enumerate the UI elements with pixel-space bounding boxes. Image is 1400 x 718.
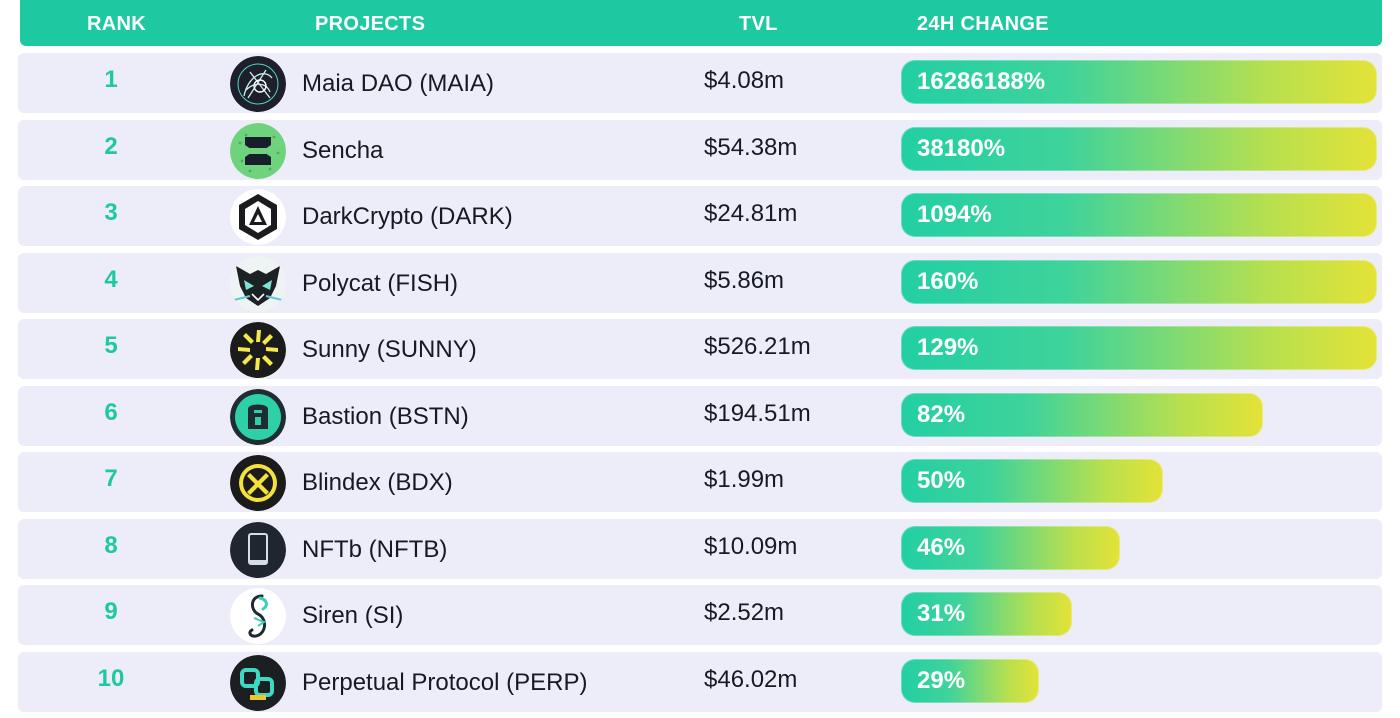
sencha-logo-icon [230,123,286,179]
blindex-logo-icon [230,455,286,511]
polycat-logo-icon [230,256,286,312]
change-label: 50% [917,467,966,494]
change-bar: 129% [901,326,1377,370]
change-bar: 46% [901,526,1120,570]
project-name: Polycat (FISH) [302,270,459,297]
change-bar: 31% [901,592,1072,636]
project-name: Perpetual Protocol (PERP) [302,669,588,696]
rank-label: 7 [104,465,118,492]
header-rank: RANK [87,13,146,35]
change-bar: 50% [901,459,1163,503]
header-tvl: TVL [739,13,778,35]
perp-logo-icon [230,655,286,711]
change-bar: 38180% [901,127,1377,171]
tvl-value: $4.08m [704,67,785,94]
change-label: 46% [917,534,966,561]
table-row: 6 Bastion (BSTN) $194.51m 82% [18,386,1382,446]
maia-logo-icon [230,56,286,112]
siren-logo-icon [230,588,286,644]
table-row: 9 Siren (SI) $2.52m 31% [18,585,1382,645]
bastion-logo-icon [230,389,286,445]
rank-label: 5 [104,332,118,359]
change-label: 16286188% [917,68,1046,95]
change-bar: 29% [901,659,1039,703]
change-label: 1094% [917,201,992,228]
rank-label: 9 [104,598,118,625]
tvl-value: $2.52m [704,599,785,626]
darkcrypto-logo-icon [230,189,286,245]
change-bar: 160% [901,260,1377,304]
change-label: 160% [917,268,979,295]
change-label: 38180% [917,135,1006,162]
tvl-value: $10.09m [704,533,798,560]
rank-label: 1 [104,66,118,93]
rank-label: 2 [104,133,118,160]
table-row: 1 Maia DAO (MAIA) $4.08m 16286188% [18,53,1382,113]
rank-label: 10 [97,665,125,692]
rank-label: 4 [104,266,118,293]
project-name: Siren (SI) [302,602,404,629]
rank-label: 3 [104,199,118,226]
project-name: Blindex (BDX) [302,469,453,496]
project-name: Sencha [302,137,384,164]
change-label: 31% [917,600,966,627]
tvl-value: $24.81m [704,200,798,227]
tvl-value: $526.21m [704,333,811,360]
table-header: RANK PROJECTS TVL 24H CHANGE [20,0,1382,46]
change-bar: 1094% [901,193,1377,237]
nftb-logo-icon [230,522,286,578]
tvl-value: $194.51m [704,400,811,427]
change-label: 129% [917,334,979,361]
project-name: Sunny (SUNNY) [302,336,477,363]
header-projects: PROJECTS [315,13,426,35]
change-bar: 16286188% [901,60,1377,104]
tvl-value: $1.99m [704,466,785,493]
table-row: 2 Sencha $54.38m 38180% [18,120,1382,180]
header-24h-change: 24H CHANGE [917,13,1049,35]
table-row: 8 NFTb (NFTB) $10.09m 46% [18,519,1382,579]
tvl-value: $5.86m [704,267,785,294]
project-name: DarkCrypto (DARK) [302,203,513,230]
table-row: 3 DarkCrypto (DARK) $24.81m 1094% [18,186,1382,246]
table-row: 4 Polycat (FISH) $5.86m 160% [18,253,1382,313]
change-bar: 82% [901,393,1263,437]
table-row: 5 Sunny (SUNNY) $526.21m 129% [18,319,1382,379]
rank-label: 8 [104,532,118,559]
project-name: NFTb (NFTB) [302,536,448,563]
project-name: Maia DAO (MAIA) [302,70,495,97]
rank-label: 6 [104,399,118,426]
change-label: 29% [917,667,966,694]
tvl-value: $46.02m [704,666,798,693]
sunny-logo-icon [230,322,286,378]
project-name: Bastion (BSTN) [302,403,469,430]
table-row: 7 Blindex (BDX) $1.99m 50% [18,452,1382,512]
table-row: 10 Perpetual Protocol (PERP) $46.02m 29% [18,652,1382,712]
tvl-value: $54.38m [704,134,798,161]
change-label: 82% [917,401,966,428]
